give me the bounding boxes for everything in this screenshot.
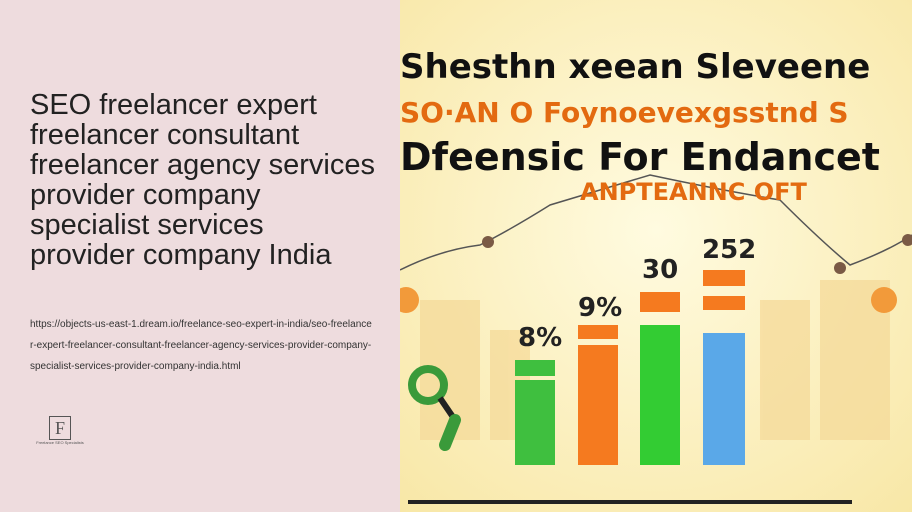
- bar-label: 8%: [518, 323, 562, 353]
- image-heading: Shesthn xeean Sleveene: [400, 47, 870, 87]
- bar-label: 9%: [578, 293, 622, 323]
- logo[interactable]: F Freelance SEO Specialists: [30, 416, 90, 445]
- hero-title: SEO freelancer expert freelancer consult…: [30, 89, 375, 271]
- image-heading: ANPTEANNC OFT: [580, 178, 808, 206]
- bar-label: 30: [642, 255, 678, 285]
- image-heading: Dfeensic For Endancet: [400, 135, 880, 179]
- bar-label: 252: [702, 235, 756, 265]
- logo-caption: Freelance SEO Specialists: [36, 440, 84, 445]
- logo-mark: F: [49, 416, 71, 440]
- hero-panel: SEO freelancer expert freelancer consult…: [0, 0, 400, 512]
- illustration: Shesthn xeean Sleveene SO·AN O Foynoevex…: [400, 0, 912, 512]
- page-url[interactable]: https://objects-us-east-1.dream.io/freel…: [30, 319, 372, 372]
- image-heading: SO·AN O Foynoevexgsstnd S: [400, 96, 849, 129]
